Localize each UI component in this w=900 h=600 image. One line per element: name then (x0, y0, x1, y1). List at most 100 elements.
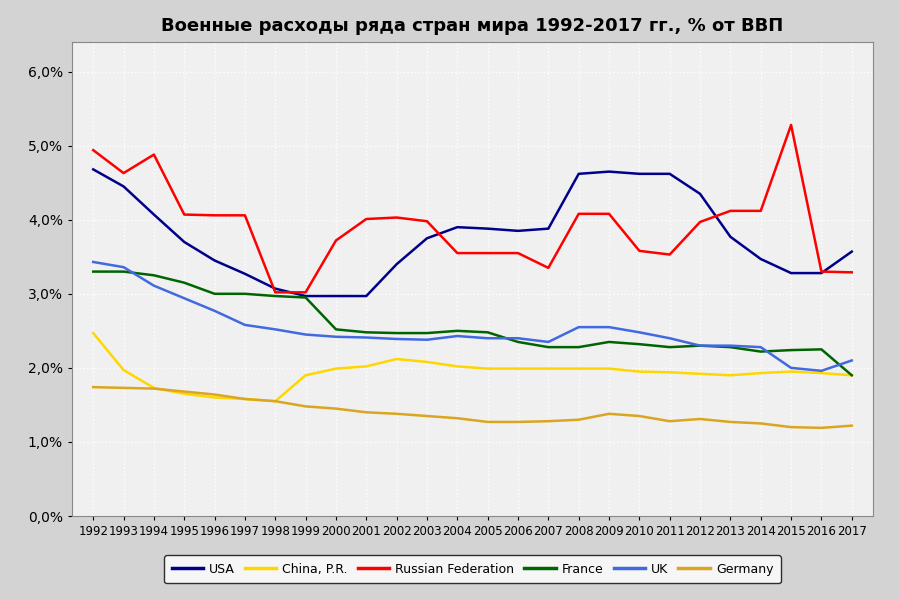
France (301, 294, 311, 301)
Germany (179, 388, 190, 395)
Russian Federation (270, 289, 281, 296)
Germany (755, 420, 766, 427)
Line: China, P.R.: China, P.R. (94, 333, 851, 401)
USA (634, 170, 644, 178)
Russian Federation (573, 210, 584, 217)
Russian Federation (452, 250, 463, 257)
China, P.R. (816, 370, 827, 377)
Legend: USA, China, P.R., Russian Federation, France, UK, Germany: USA, China, P.R., Russian Federation, Fr… (164, 555, 781, 583)
UK (816, 367, 827, 374)
USA (513, 227, 524, 235)
China, P.R. (179, 390, 190, 397)
China, P.R. (573, 365, 584, 372)
France (664, 344, 675, 351)
France (270, 292, 281, 299)
France (755, 348, 766, 355)
USA (725, 233, 736, 241)
UK (543, 338, 553, 346)
France (118, 268, 129, 275)
UK (209, 307, 220, 314)
France (786, 346, 796, 353)
USA (604, 168, 615, 175)
France (846, 371, 857, 379)
Line: Russian Federation: Russian Federation (94, 125, 851, 292)
China, P.R. (361, 363, 372, 370)
France (361, 329, 372, 336)
China, P.R. (786, 368, 796, 375)
China, P.R. (301, 371, 311, 379)
France (88, 268, 99, 275)
Germany (392, 410, 402, 418)
Germany (482, 418, 493, 425)
USA (664, 170, 675, 178)
China, P.R. (330, 365, 341, 372)
Germany (239, 395, 250, 403)
China, P.R. (755, 370, 766, 377)
France (573, 344, 584, 351)
UK (513, 335, 524, 342)
China, P.R. (543, 365, 553, 372)
UK (270, 326, 281, 333)
China, P.R. (513, 365, 524, 372)
USA (421, 235, 432, 242)
Germany (88, 383, 99, 391)
UK (330, 333, 341, 340)
USA (301, 292, 311, 299)
Russian Federation (239, 212, 250, 219)
Line: France: France (94, 272, 851, 375)
Russian Federation (543, 264, 553, 271)
Line: UK: UK (94, 262, 851, 371)
UK (755, 344, 766, 351)
Russian Federation (392, 214, 402, 221)
Russian Federation (664, 251, 675, 258)
China, P.R. (664, 369, 675, 376)
Russian Federation (482, 250, 493, 257)
France (816, 346, 827, 353)
Germany (634, 412, 644, 419)
Germany (270, 398, 281, 405)
France (179, 279, 190, 286)
USA (755, 256, 766, 263)
France (452, 327, 463, 334)
France (695, 342, 706, 349)
China, P.R. (725, 371, 736, 379)
UK (301, 331, 311, 338)
USA (695, 190, 706, 197)
Germany (513, 418, 524, 425)
France (725, 344, 736, 351)
USA (816, 269, 827, 277)
UK (846, 357, 857, 364)
USA (118, 183, 129, 190)
UK (482, 335, 493, 342)
UK (148, 282, 159, 289)
Germany (846, 422, 857, 429)
UK (604, 323, 615, 331)
Germany (209, 391, 220, 398)
China, P.R. (118, 367, 129, 374)
France (392, 329, 402, 337)
UK (452, 332, 463, 340)
China, P.R. (209, 394, 220, 401)
China, P.R. (88, 329, 99, 337)
China, P.R. (148, 384, 159, 391)
Russian Federation (421, 218, 432, 225)
China, P.R. (846, 371, 857, 379)
Title: Военные расходы ряда стран мира 1992-2017 гг., % от ВВП: Военные расходы ряда стран мира 1992-201… (161, 17, 784, 35)
Germany (330, 405, 341, 412)
China, P.R. (452, 363, 463, 370)
Germany (543, 418, 553, 425)
Russian Federation (816, 268, 827, 275)
Russian Federation (330, 237, 341, 244)
Russian Federation (148, 151, 159, 158)
Line: Germany: Germany (94, 387, 851, 428)
USA (239, 270, 250, 277)
Line: USA: USA (94, 169, 851, 296)
UK (118, 263, 129, 271)
Russian Federation (634, 247, 644, 254)
UK (392, 335, 402, 343)
UK (179, 295, 190, 302)
Germany (816, 424, 827, 431)
Germany (118, 384, 129, 391)
Russian Federation (301, 289, 311, 296)
France (513, 338, 524, 346)
